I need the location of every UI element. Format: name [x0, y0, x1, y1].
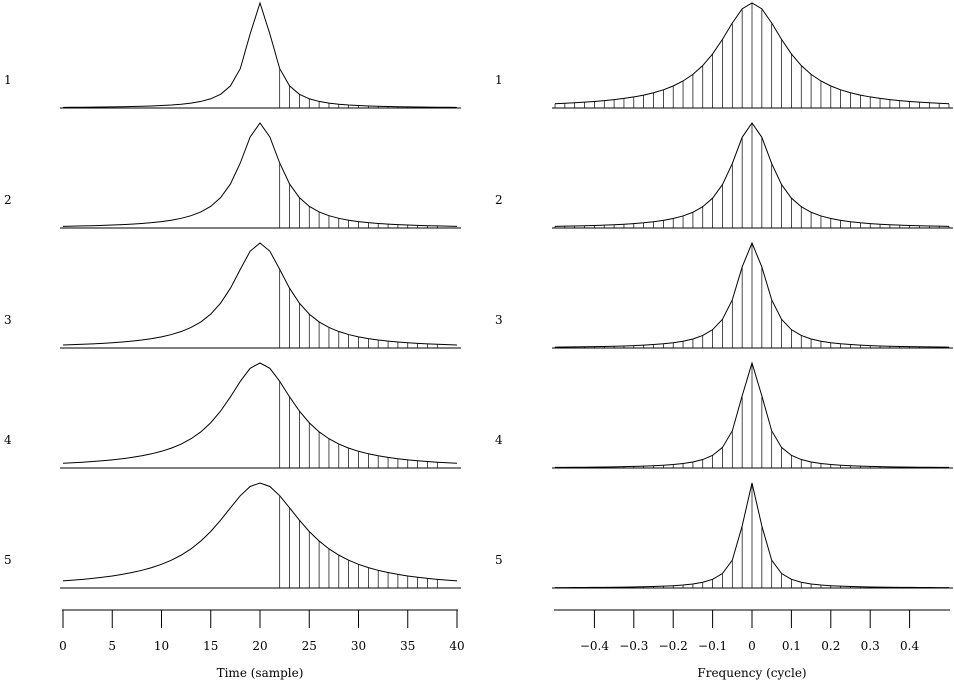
x-tick-label: 5	[108, 639, 116, 653]
trace-label: 2	[4, 193, 12, 207]
trace-label: 5	[495, 553, 503, 567]
trace-3: 3	[4, 242, 461, 349]
trace-2: 2	[4, 122, 461, 229]
x-axis-label: Time (sample)	[217, 666, 304, 680]
x-tick-label: 0	[59, 639, 67, 653]
trace-3: 3	[495, 241, 953, 349]
x-tick-label: 0.2	[821, 639, 840, 653]
trace-curve	[554, 122, 950, 227]
x-tick-label: −0.2	[659, 639, 688, 653]
x-tick-label: 0.4	[900, 639, 919, 653]
x-tick-label: 0.3	[861, 639, 880, 653]
x-axis: 0 5 10 15 20 25 30 35 40 Time (sample)	[59, 609, 465, 680]
trace-curve	[62, 1, 458, 108]
trace-label: 3	[495, 313, 503, 327]
trace-curve	[554, 482, 950, 589]
trace-label: 5	[4, 553, 12, 567]
x-tick-label: −0.1	[698, 639, 727, 653]
frequency-domain-panel: 1 2 3 4 5 −0.4 −0.3 −0.2 −0.1 0 0.1 0.2 0.3 0.4 Freque…	[495, 2, 953, 680]
trace-label: 1	[4, 73, 12, 87]
x-tick-label: 35	[400, 639, 415, 653]
trace-curve	[62, 242, 458, 346]
x-tick-label: 0	[748, 639, 756, 653]
x-tick-label: 15	[203, 639, 218, 653]
trace-1: 1	[4, 1, 461, 109]
trace-5: 5	[495, 482, 953, 589]
trace-label: 3	[4, 313, 12, 327]
trace-label: 4	[495, 433, 503, 447]
trace-label: 2	[495, 193, 503, 207]
trace-curve	[62, 122, 458, 227]
trace-curve	[62, 362, 458, 464]
trace-curve	[554, 241, 950, 348]
x-tick-label: −0.4	[580, 639, 610, 653]
trace-label: 4	[4, 433, 12, 447]
x-tick-label: −0.3	[619, 639, 648, 653]
trace-curve	[554, 2, 950, 105]
trace-5: 5	[4, 482, 461, 589]
x-tick-label: 0.1	[782, 639, 801, 653]
trace-label: 1	[495, 73, 503, 87]
trace-4: 4	[495, 361, 953, 469]
x-tick-label: 40	[449, 639, 464, 653]
x-axis: −0.4 −0.3 −0.2 −0.1 0 0.1 0.2 0.3 0.4 Frequency (…	[554, 609, 950, 680]
x-tick-label: 30	[351, 639, 366, 653]
trace-1: 1	[495, 2, 953, 109]
trace-4: 4	[4, 362, 461, 469]
x-tick-label: 25	[302, 639, 317, 653]
trace-curve	[554, 361, 950, 468]
trace-curve	[62, 482, 458, 582]
x-tick-label: 20	[252, 639, 267, 653]
x-tick-label: 10	[154, 639, 169, 653]
x-axis-label: Frequency (cycle)	[697, 666, 806, 680]
time-domain-panel: 1 2 3 4 5 0 5 10 15 20 25 30 35 40 Time (sample)	[4, 1, 465, 680]
trace-2: 2	[495, 122, 953, 229]
